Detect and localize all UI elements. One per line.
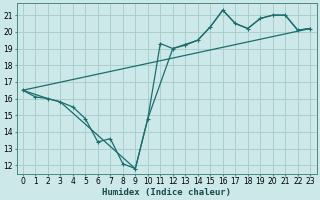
X-axis label: Humidex (Indice chaleur): Humidex (Indice chaleur)	[102, 188, 231, 197]
